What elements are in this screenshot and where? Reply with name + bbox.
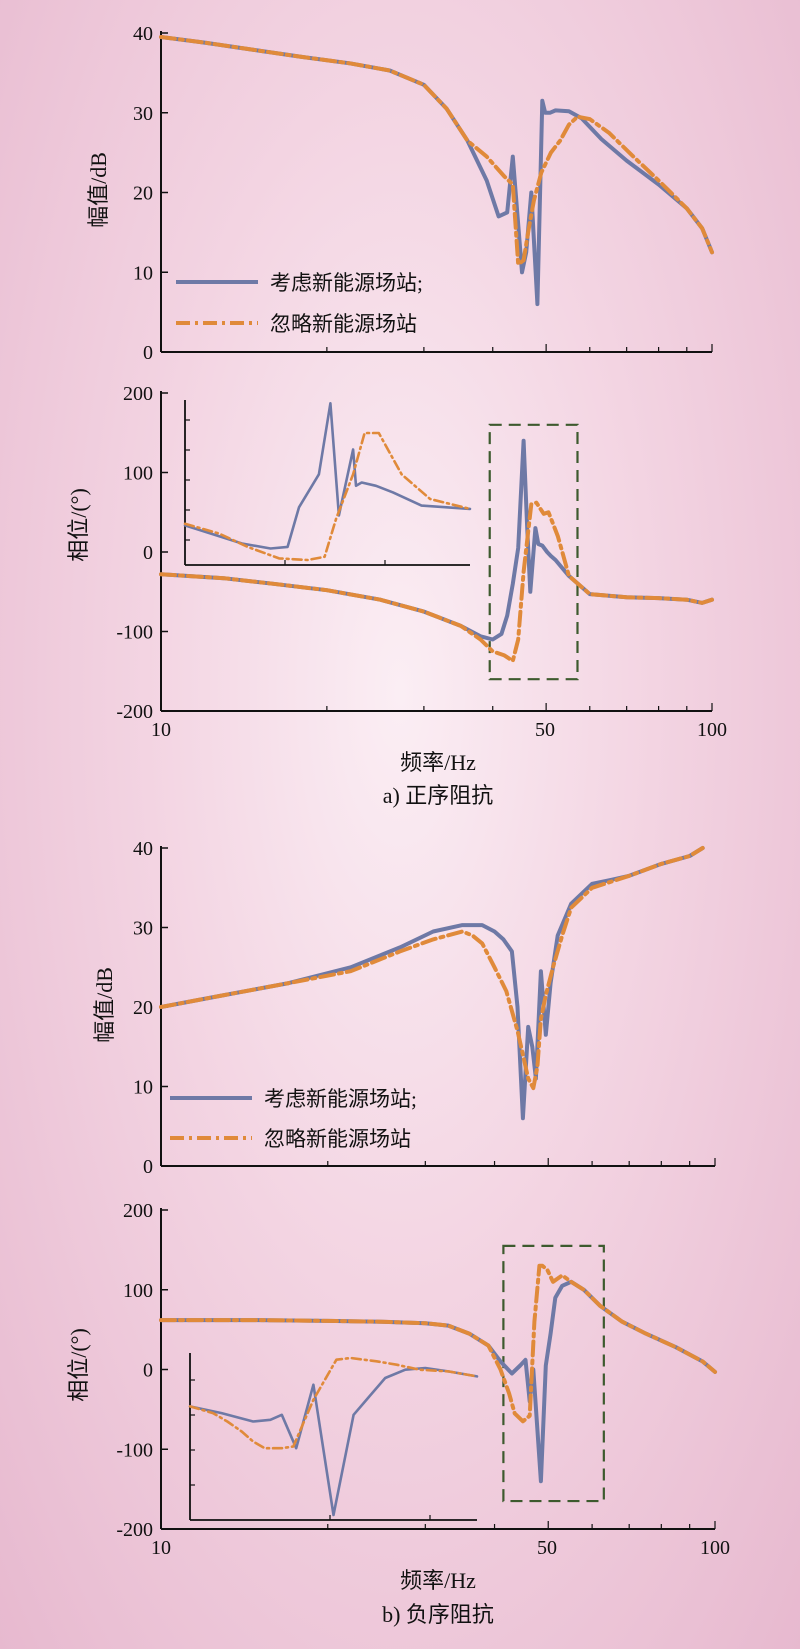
y-tick-label: 20 [133,997,153,1019]
y-tick-label: -100 [116,1439,153,1461]
series-line-consider-station [183,401,472,550]
series-line-ignore-station [188,1356,479,1450]
y-tick-label: 0 [143,1156,153,1178]
panel-b-caption: b) 负序阻抗 [382,1602,494,1627]
series-line-ignore-station [159,500,714,663]
y-tick-label: 200 [123,383,153,405]
y-tick-label: 0 [143,1360,153,1382]
series-line-consider-station [188,1366,479,1517]
y-tick-label: 100 [123,463,153,485]
x-tick-label-50: 50 [535,719,555,741]
series-line-ignore-station [159,846,705,1091]
y-tick-label: 200 [123,1200,153,1222]
x-tick-label-50: 50 [537,1537,557,1559]
x-tick-label-10: 10 [151,719,171,741]
panel-a-magnitude-plot: 0 10 20 30 40 [133,23,714,364]
panel-a-inset [183,400,472,566]
series-line-ignore-station [159,35,714,267]
legend-solid-label: 考虑新能源场站; [270,271,423,295]
y-tick-label: -100 [116,622,153,644]
y-tick-label: 100 [123,1280,153,1302]
panel-b-phase-chart: 相位/(°) -200 -100 0 100 200 10 50 100 频率/Hz b… [66,1200,730,1627]
zoom-highlight-box [502,1244,605,1503]
x-tick-label-10: 10 [151,1537,171,1559]
x-tick-label-100: 100 [700,1537,730,1559]
y-tick-label: -200 [116,1519,153,1541]
panel-a-magnitude-ylabel: 幅值/dB [86,152,111,228]
y-tick-label: 30 [133,103,153,125]
x-tick-label-100: 100 [697,719,727,741]
panel-b-legend: 考虑新能源场站; 忽略新能源场站 [170,1087,417,1151]
legend-solid-label: 考虑新能源场站; [264,1087,417,1111]
panel-b-phase-ylabel: 相位/(°) [66,1328,91,1402]
panel-a-xlabel: 频率/Hz [400,750,476,775]
panel-a-phase-ylabel: 相位/(°) [66,488,91,562]
series-line-ignore-station [159,1263,717,1424]
panel-b-x-tick-labels: 10 50 100 [151,1537,730,1559]
panel-b-magnitude-plot: 0 10 20 30 40 [133,838,716,1178]
legend-dash-label: 忽略新能源场站 [270,312,417,336]
y-tick-label: 40 [133,23,153,45]
panel-b-magnitude-chart: 幅值/dB 0 10 20 30 40 考虑新能源场站; 忽略新能源场站 [92,838,716,1178]
series-line-ignore-station [183,431,472,562]
series-line-consider-station [159,846,705,1121]
y-tick-label: 30 [133,918,153,940]
y-tick-label: -200 [116,701,153,723]
y-tick-label: 0 [143,342,153,364]
panel-b-xlabel: 频率/Hz [400,1568,476,1593]
panel-b-inset [188,1353,479,1521]
panel-b-phase-plot: -200 -100 0 100 200 [116,1200,717,1541]
zoom-highlight-box [488,423,579,681]
series-line-consider-station [159,438,714,642]
y-tick-label: 40 [133,838,153,860]
panel-a-legend: 考虑新能源场站; 忽略新能源场站 [176,271,423,336]
panel-a-phase-plot: -200 -100 0 100 200 [116,383,714,723]
panel-a-x-tick-labels: 10 50 100 [151,719,727,741]
legend-dash-label: 忽略新能源场站 [264,1127,411,1151]
series-line-consider-station [159,1279,717,1484]
panel-b-magnitude-ylabel: 幅值/dB [92,967,117,1043]
y-tick-label: 20 [133,183,153,205]
panel-a-magnitude-chart: 幅值/dB 0 10 20 30 40 考虑新能源场站; 忽略新能源场站 [86,23,714,364]
y-tick-label: 10 [133,262,153,284]
series-line-consider-station [159,35,714,307]
y-tick-label: 10 [133,1077,153,1099]
y-tick-label: 0 [143,542,153,564]
panel-a-caption: a) 正序阻抗 [383,783,494,808]
panel-a-phase-chart: 相位/(°) -200 -100 0 100 200 10 50 100 频率/Hz a… [66,383,727,808]
